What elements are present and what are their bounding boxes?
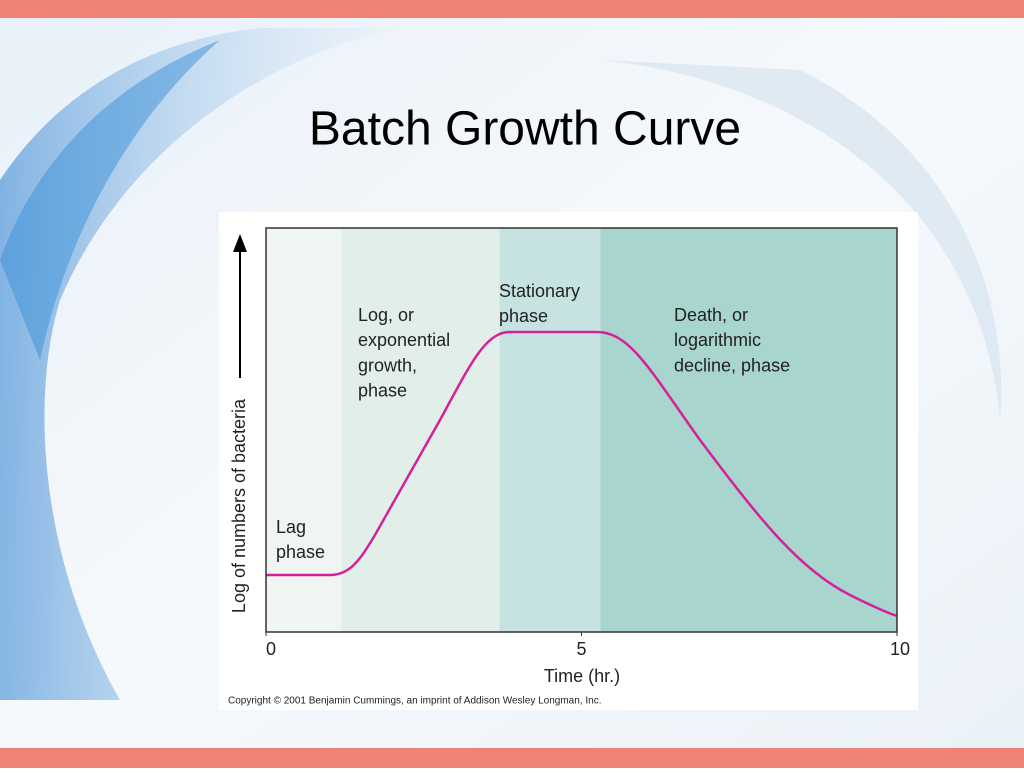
bottom-band <box>0 748 1024 768</box>
phases <box>266 228 897 632</box>
phase-label: phase <box>358 381 407 401</box>
phase-label: phase <box>276 542 325 562</box>
y-axis-label: Log of numbers of bacteria <box>229 398 249 613</box>
phase-label: Stationary <box>499 281 580 301</box>
phase-label: phase <box>499 306 548 326</box>
growth-curve <box>266 330 898 618</box>
phase-band <box>341 228 500 632</box>
slide-title: Batch Growth Curve <box>309 103 741 156</box>
phase-label: growth, <box>358 355 417 375</box>
phase-label: Log, or <box>358 305 414 325</box>
swoosh <box>600 60 1002 420</box>
phase-band <box>600 228 897 632</box>
x-tick-label: 5 <box>576 639 586 659</box>
phase-label: Lag <box>276 517 306 537</box>
phase-label: logarithmic <box>674 330 761 350</box>
phase-label: decline, phase <box>674 355 790 375</box>
phase-label: Death, or <box>674 305 748 325</box>
x-axis-label: Time (hr.) <box>544 666 620 686</box>
x-tick-label: 10 <box>890 639 910 659</box>
phase-band <box>266 228 342 632</box>
top-band <box>0 0 1024 18</box>
x-tick-label: 0 <box>266 639 276 659</box>
phase-label: exponential <box>358 330 450 350</box>
y-arrow-head <box>233 234 247 252</box>
swoosh <box>0 28 400 700</box>
swoosh <box>0 40 220 360</box>
phase-band <box>499 228 601 632</box>
y-label-bg <box>230 378 250 636</box>
copyright: Copyright © 2001 Benjamin Cummings, an i… <box>228 696 601 707</box>
chart: Log of numbers of bacteria Time (hr.) Co… <box>219 212 918 710</box>
